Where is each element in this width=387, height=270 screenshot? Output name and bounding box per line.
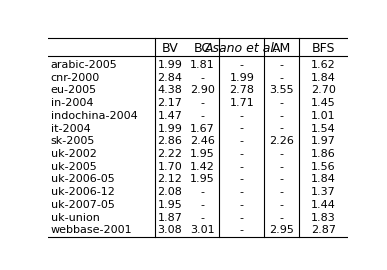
Text: uk-2006-05: uk-2006-05 <box>51 174 115 184</box>
Text: 1.37: 1.37 <box>311 187 336 197</box>
Text: webbase-2001: webbase-2001 <box>51 225 132 235</box>
Text: 2.78: 2.78 <box>229 85 254 95</box>
Text: in-2004: in-2004 <box>51 98 93 108</box>
Text: 2.84: 2.84 <box>158 73 182 83</box>
Text: -: - <box>240 136 244 146</box>
Text: 2.86: 2.86 <box>158 136 182 146</box>
Text: uk-2002: uk-2002 <box>51 149 97 159</box>
Text: -: - <box>200 98 204 108</box>
Text: 2.22: 2.22 <box>158 149 182 159</box>
Text: -: - <box>279 213 284 223</box>
Text: sk-2005: sk-2005 <box>51 136 95 146</box>
Text: uk-2007-05: uk-2007-05 <box>51 200 115 210</box>
Text: 1.86: 1.86 <box>311 149 336 159</box>
Text: -: - <box>240 124 244 134</box>
Text: -: - <box>240 187 244 197</box>
Text: it-2004: it-2004 <box>51 124 91 134</box>
Text: indochina-2004: indochina-2004 <box>51 111 137 121</box>
Text: -: - <box>240 149 244 159</box>
Text: 2.08: 2.08 <box>158 187 182 197</box>
Text: 1.42: 1.42 <box>190 162 214 172</box>
Text: 4.38: 4.38 <box>158 85 182 95</box>
Text: -: - <box>279 98 284 108</box>
Text: -: - <box>200 73 204 83</box>
Text: 2.46: 2.46 <box>190 136 214 146</box>
Text: -: - <box>279 111 284 121</box>
Text: -: - <box>200 213 204 223</box>
Text: 1.95: 1.95 <box>190 174 214 184</box>
Text: -: - <box>240 60 244 70</box>
Text: 3.01: 3.01 <box>190 225 214 235</box>
Text: -: - <box>279 174 284 184</box>
Text: uk-2006-12: uk-2006-12 <box>51 187 115 197</box>
Text: BC: BC <box>194 42 211 55</box>
Text: 2.70: 2.70 <box>311 85 336 95</box>
Text: -: - <box>279 60 284 70</box>
Text: 1.99: 1.99 <box>158 124 182 134</box>
Text: -: - <box>200 200 204 210</box>
Text: 1.81: 1.81 <box>190 60 214 70</box>
Text: BV: BV <box>161 42 178 55</box>
Text: 1.45: 1.45 <box>311 98 336 108</box>
Text: 1.67: 1.67 <box>190 124 214 134</box>
Text: 2.90: 2.90 <box>190 85 214 95</box>
Text: -: - <box>240 162 244 172</box>
Text: 1.44: 1.44 <box>311 200 336 210</box>
Text: eu-2005: eu-2005 <box>51 85 97 95</box>
Text: 1.95: 1.95 <box>190 149 214 159</box>
Text: 1.56: 1.56 <box>311 162 336 172</box>
Text: arabic-2005: arabic-2005 <box>51 60 118 70</box>
Text: -: - <box>279 149 284 159</box>
Text: 1.95: 1.95 <box>158 200 182 210</box>
Text: 1.71: 1.71 <box>229 98 254 108</box>
Text: 1.99: 1.99 <box>229 73 254 83</box>
Text: 3.55: 3.55 <box>269 85 294 95</box>
Text: -: - <box>200 187 204 197</box>
Text: AM: AM <box>272 42 291 55</box>
Text: 1.99: 1.99 <box>158 60 182 70</box>
Text: 2.95: 2.95 <box>269 225 294 235</box>
Text: uk-2005: uk-2005 <box>51 162 96 172</box>
Text: -: - <box>279 124 284 134</box>
Text: 1.97: 1.97 <box>311 136 336 146</box>
Text: 2.12: 2.12 <box>158 174 182 184</box>
Text: 1.62: 1.62 <box>311 60 336 70</box>
Text: -: - <box>240 200 244 210</box>
Text: 2.17: 2.17 <box>158 98 182 108</box>
Text: -: - <box>200 111 204 121</box>
Text: 1.01: 1.01 <box>311 111 336 121</box>
Text: -: - <box>279 200 284 210</box>
Text: 1.47: 1.47 <box>158 111 182 121</box>
Text: -: - <box>240 225 244 235</box>
Text: 1.84: 1.84 <box>311 73 336 83</box>
Text: BFS: BFS <box>312 42 335 55</box>
Text: 2.26: 2.26 <box>269 136 294 146</box>
Text: 1.70: 1.70 <box>158 162 182 172</box>
Text: 1.54: 1.54 <box>311 124 336 134</box>
Text: 2.87: 2.87 <box>311 225 336 235</box>
Text: -: - <box>279 73 284 83</box>
Text: -: - <box>279 187 284 197</box>
Text: -: - <box>279 162 284 172</box>
Text: 3.08: 3.08 <box>158 225 182 235</box>
Text: uk-union: uk-union <box>51 213 99 223</box>
Text: -: - <box>240 213 244 223</box>
Text: Asano et al.: Asano et al. <box>205 42 279 55</box>
Text: cnr-2000: cnr-2000 <box>51 73 100 83</box>
Text: 1.87: 1.87 <box>158 213 182 223</box>
Text: 1.84: 1.84 <box>311 174 336 184</box>
Text: 1.83: 1.83 <box>311 213 336 223</box>
Text: -: - <box>240 174 244 184</box>
Text: -: - <box>240 111 244 121</box>
